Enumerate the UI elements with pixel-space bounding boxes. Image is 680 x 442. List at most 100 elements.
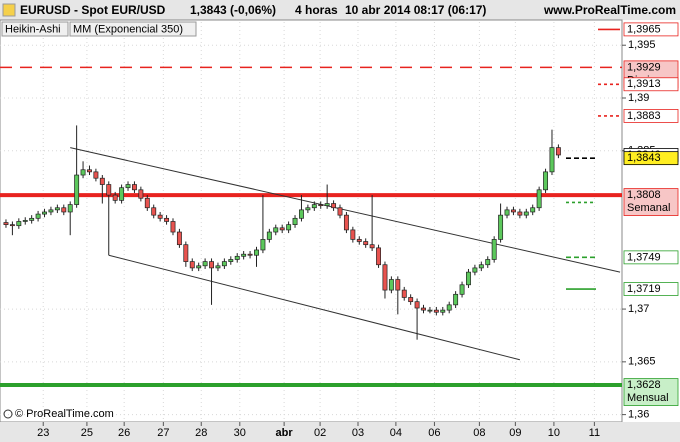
- y-tick-label: 1,37: [628, 303, 649, 315]
- candle-body: [183, 244, 189, 262]
- trend-line: [108, 254, 520, 361]
- y-tick-label: 1,395: [628, 39, 656, 51]
- y-tick-label: 1,39: [628, 92, 649, 104]
- candle-body: [498, 214, 504, 240]
- candle-body: [510, 209, 516, 213]
- x-tick-label: 10: [548, 427, 560, 439]
- candle-body: [530, 207, 536, 213]
- candle-body: [376, 247, 381, 266]
- x-tick-label: abr: [276, 427, 294, 439]
- x-tick-label: 08: [473, 427, 485, 439]
- candle-body: [427, 309, 433, 312]
- candle-body: [42, 211, 47, 215]
- candle-body: [286, 224, 292, 231]
- candle-body: [29, 217, 35, 221]
- legend-entry: Heikin-Ashi: [5, 23, 61, 35]
- level-label: 1,3913: [627, 78, 661, 90]
- x-tick-label: 27: [157, 427, 169, 439]
- level-label-box: [623, 378, 679, 406]
- candle-body: [176, 231, 182, 246]
- footer-icon: [3, 409, 13, 419]
- candle-body: [48, 209, 54, 213]
- x-axis-bar: [0, 422, 680, 442]
- candle-body: [93, 171, 99, 179]
- footer: © ProRealTime.com: [15, 408, 114, 420]
- candle-body: [35, 213, 41, 219]
- x-tick-label: 02: [314, 427, 326, 439]
- candle-body: [459, 284, 465, 295]
- level-label: 1,3719: [627, 283, 661, 295]
- candle-body: [401, 289, 407, 298]
- candle-body: [517, 211, 523, 216]
- x-tick-label: 04: [390, 427, 402, 439]
- candle-body: [408, 297, 414, 303]
- level-label-box: [623, 109, 679, 123]
- candle-body: [3, 222, 9, 225]
- candle-body: [504, 209, 510, 216]
- candle-body: [523, 211, 529, 216]
- candle-body: [543, 171, 549, 191]
- candle-body: [164, 217, 170, 222]
- symbol: EURUSD - Spot EUR/USD: [20, 3, 166, 17]
- candle-body: [221, 261, 227, 267]
- candle-body: [472, 267, 478, 273]
- candle-body: [125, 184, 131, 189]
- x-tick-label: 11: [589, 427, 600, 439]
- candle-body: [549, 147, 555, 173]
- x-tick-label: 30: [234, 427, 246, 439]
- candle-body: [305, 207, 311, 211]
- candle-body: [131, 184, 137, 191]
- candle-body: [299, 209, 304, 219]
- x-tick-label: 06: [428, 427, 440, 439]
- level-label: 1,3749: [627, 251, 661, 263]
- candle-body: [446, 304, 452, 311]
- x-tick-label: 28: [195, 427, 207, 439]
- x-tick-label: 03: [352, 427, 364, 439]
- candle-body: [202, 261, 208, 267]
- level-tag: Mensual: [627, 392, 669, 404]
- candle-body: [337, 207, 343, 216]
- x-tick-label: 26: [118, 427, 130, 439]
- candle-body: [363, 241, 369, 246]
- candle-body: [343, 214, 349, 231]
- candle-body: [369, 244, 375, 249]
- level-label: 1,3843: [627, 152, 661, 164]
- y-tick-label: 1,365: [628, 356, 656, 368]
- candle-body: [318, 204, 324, 206]
- candle-body: [536, 189, 542, 209]
- legend-entry: MM (Exponencial 350): [73, 23, 183, 35]
- candle-body: [414, 301, 420, 309]
- candle-body: [388, 279, 394, 291]
- candle-body: [157, 214, 163, 219]
- candle-body: [254, 249, 259, 256]
- candle-body: [491, 239, 497, 260]
- candle-body: [138, 189, 144, 199]
- site: www.ProRealTime.com: [543, 3, 676, 17]
- candle-body: [453, 293, 459, 306]
- candle-body: [189, 261, 195, 269]
- candle-body: [170, 221, 176, 233]
- quote: 1,3843 (-0,06%): [190, 3, 276, 17]
- candle-body: [478, 264, 484, 269]
- candle-body: [324, 203, 330, 206]
- legend-box: [1, 21, 69, 37]
- candle-body: [331, 203, 337, 209]
- legend-box: [69, 21, 197, 37]
- header-icon: [2, 3, 16, 17]
- candle-body: [215, 265, 221, 269]
- candle-body: [87, 169, 92, 173]
- candle-body: [99, 177, 105, 185]
- candle-body: [247, 253, 253, 256]
- candle-body: [466, 271, 471, 286]
- candle-body: [151, 207, 157, 216]
- y-tick-label: 1,36: [628, 409, 649, 421]
- candle-body: [228, 259, 234, 262]
- x-tick-label: 25: [81, 427, 93, 439]
- date: 10 abr 2014 08:17 (06:17): [345, 3, 486, 17]
- candle-body: [234, 255, 240, 260]
- level-label: 1,3929: [627, 61, 661, 73]
- candle-body: [80, 169, 86, 176]
- level-label-box: [623, 77, 679, 92]
- candle-body: [279, 227, 285, 231]
